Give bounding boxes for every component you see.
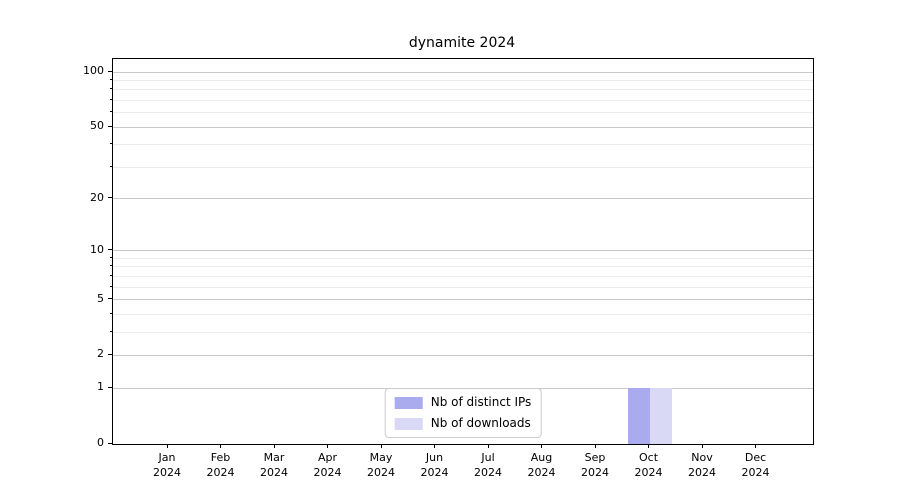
legend-swatch-icon: [394, 417, 423, 430]
y-tick-mark: [108, 71, 112, 72]
y-minor-tick-mark: [110, 313, 112, 314]
y-gridline-major: [113, 299, 813, 300]
chart-title: dynamite 2024: [408, 35, 516, 51]
legend-item-label: Nb of distinct IPs: [430, 395, 532, 409]
y-tick-label: 1: [97, 380, 104, 394]
y-gridline-minor: [113, 167, 813, 168]
y-gridline-minor: [113, 258, 813, 259]
y-minor-tick-mark: [110, 257, 112, 258]
y-gridline-minor: [113, 266, 813, 267]
x-tick-label: Jun 2024: [420, 451, 449, 479]
y-gridline-minor: [113, 276, 813, 277]
y-tick-mark: [108, 387, 112, 388]
bar-nb-of-distinct-ips: [627, 388, 650, 444]
x-tick-mark: [167, 444, 168, 448]
y-minor-tick-mark: [110, 99, 112, 100]
x-tick-mark: [648, 444, 649, 448]
y-tick-label: 5: [97, 291, 104, 305]
x-tick-label: Dec 2024: [741, 451, 770, 479]
y-tick-mark: [108, 354, 112, 355]
bar-nb-of-downloads: [649, 388, 672, 444]
x-tick-label: Apr 2024: [313, 451, 342, 479]
y-gridline-major: [113, 127, 813, 128]
x-tick-label: May 2024: [367, 451, 395, 479]
x-tick-label: Jan 2024: [153, 451, 181, 479]
legend-item: Nb of distinct IPs: [394, 394, 532, 411]
y-gridline-minor: [113, 89, 813, 90]
y-minor-tick-mark: [110, 286, 112, 287]
x-tick-mark: [274, 444, 275, 448]
x-tick-label: Aug 2024: [527, 451, 556, 479]
y-tick-label: 50: [90, 119, 104, 133]
y-minor-tick-mark: [110, 265, 112, 266]
y-gridline-minor: [113, 332, 813, 333]
y-tick-mark: [108, 443, 112, 444]
y-minor-tick-mark: [110, 88, 112, 89]
y-tick-label: 20: [90, 190, 104, 204]
y-tick-label: 100: [83, 64, 104, 78]
x-tick-mark: [434, 444, 435, 448]
y-minor-tick-mark: [110, 166, 112, 167]
y-gridline-minor: [113, 80, 813, 81]
y-gridline-minor: [113, 112, 813, 113]
y-minor-tick-mark: [110, 143, 112, 144]
y-gridline-major: [113, 198, 813, 199]
y-gridline-minor: [113, 287, 813, 288]
legend-swatch-icon: [394, 396, 423, 409]
y-tick-mark: [108, 298, 112, 299]
x-tick-mark: [327, 444, 328, 448]
y-gridline-minor: [113, 314, 813, 315]
plot-area: Nb of distinct IPs Nb of downloads: [112, 58, 814, 445]
chart-legend: Nb of distinct IPs Nb of downloads: [384, 388, 542, 438]
y-gridline-minor: [113, 100, 813, 101]
x-tick-label: Sep 2024: [581, 451, 609, 479]
x-tick-label: Nov 2024: [688, 451, 716, 479]
x-tick-mark: [381, 444, 382, 448]
y-tick-label: 10: [90, 242, 104, 256]
y-gridline-major: [113, 355, 813, 356]
y-minor-tick-mark: [110, 331, 112, 332]
x-tick-label: Mar 2024: [260, 451, 288, 479]
y-tick-mark: [108, 197, 112, 198]
y-minor-tick-mark: [110, 275, 112, 276]
x-tick-mark: [220, 444, 221, 448]
x-tick-mark: [488, 444, 489, 448]
y-gridline-minor: [113, 144, 813, 145]
legend-item: Nb of downloads: [394, 415, 532, 432]
y-tick-label: 0: [97, 436, 104, 449]
y-tick-mark: [108, 126, 112, 127]
legend-item-label: Nb of downloads: [430, 416, 531, 430]
x-tick-label: Jul 2024: [474, 451, 502, 479]
y-minor-tick-mark: [110, 111, 112, 112]
x-tick-label: Feb 2024: [206, 451, 235, 479]
x-tick-mark: [595, 444, 596, 448]
y-tick-label: 2: [97, 347, 104, 361]
x-tick-mark: [702, 444, 703, 448]
y-gridline-major: [113, 250, 813, 251]
x-tick-mark: [541, 444, 542, 448]
y-gridline-major: [113, 72, 813, 73]
y-tick-mark: [108, 249, 112, 250]
y-minor-tick-mark: [110, 79, 112, 80]
x-tick-mark: [755, 444, 756, 448]
x-tick-label: Oct 2024: [634, 451, 663, 479]
